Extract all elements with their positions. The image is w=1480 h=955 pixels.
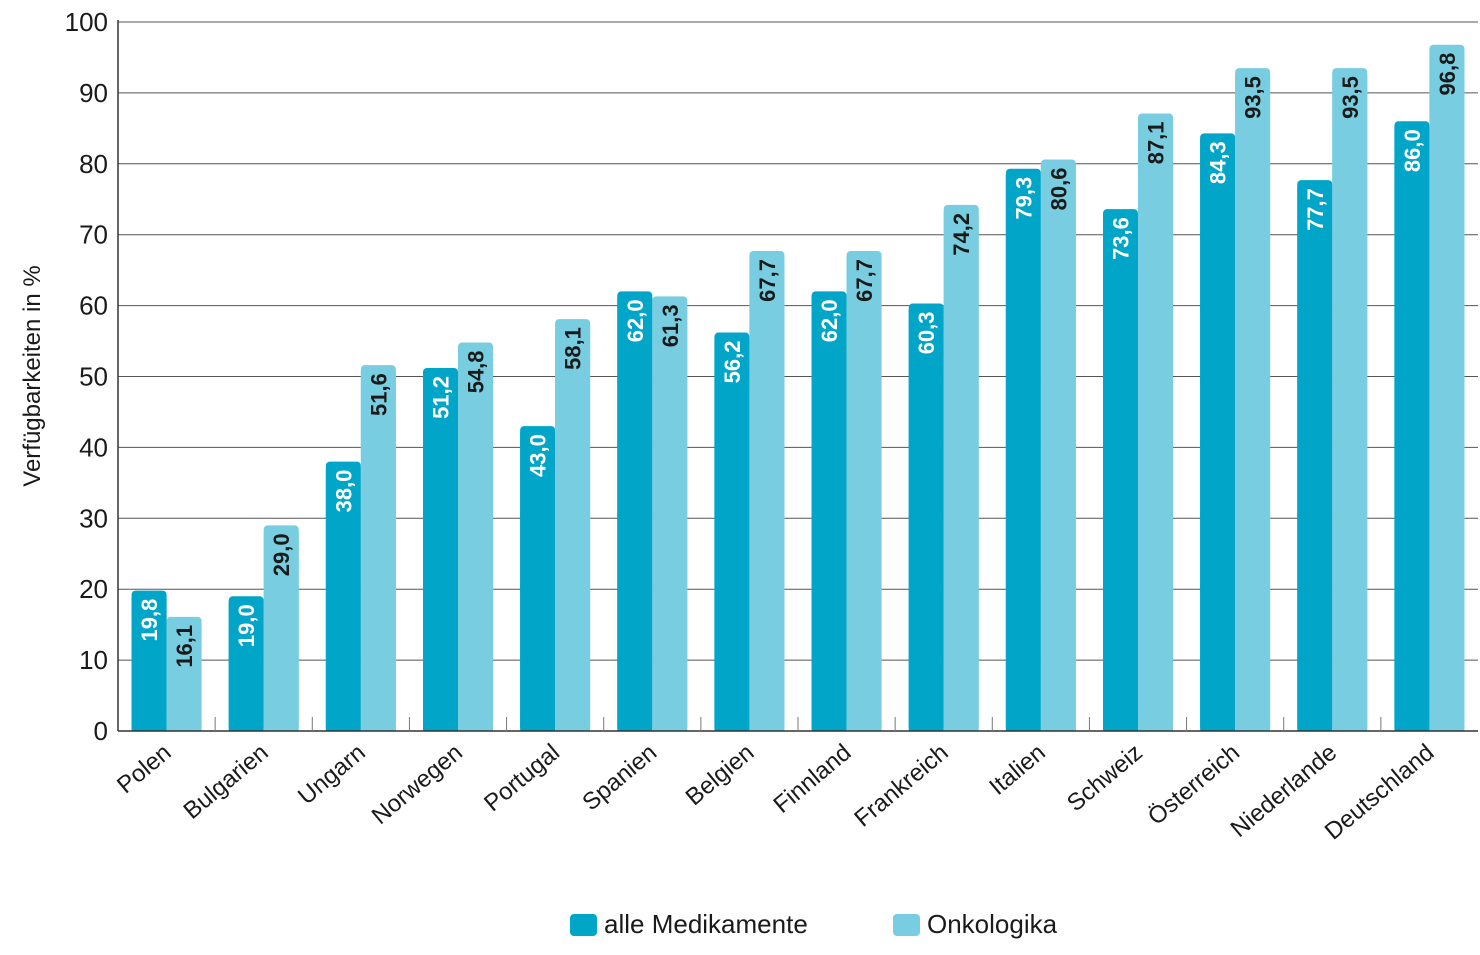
data-label: 38,0 [331,470,356,513]
data-label: 87,1 [1144,121,1169,164]
x-tick-label: Belgien [681,739,760,811]
legend-swatch [893,914,920,936]
data-label: 16,1 [172,625,197,668]
y-tick-label: 70 [79,220,108,250]
data-label: 62,0 [817,299,842,342]
legend-label: Onkologika [927,909,1058,939]
data-label: 96,8 [1435,53,1460,96]
bar-body [325,467,361,731]
bar-body [1200,139,1236,732]
x-tick-label: Schweiz [1062,739,1148,817]
data-label: 58,1 [561,327,586,370]
bar-body [263,531,299,731]
x-tick-label: Bulgarien [179,739,274,825]
bar-body [458,348,493,731]
x-tick-label: Ungarn [293,739,371,810]
y-tick-label: 30 [79,503,108,533]
data-label: 77,7 [1303,188,1328,231]
x-tick-label: Norwegen [367,739,468,830]
bar-body [423,373,458,731]
data-label: 43,0 [526,434,551,477]
legend-label: alle Medikamente [604,909,808,939]
y-axis-title: Verfügbarkeiten in % [19,265,46,486]
bar-body [1429,50,1465,732]
bar-body [1297,186,1333,731]
bar-body [617,297,653,731]
y-tick-label: 50 [79,362,108,392]
data-label: 60,3 [914,311,939,354]
data-label: 84,3 [1206,141,1231,184]
data-label: 73,6 [1109,217,1134,260]
y-tick-label: 80 [79,149,108,179]
data-label: 86,0 [1400,129,1425,172]
bar-body [1332,74,1368,731]
data-label: 79,3 [1011,177,1036,220]
x-tick-label: Polen [112,739,176,799]
x-tick-label: Österreich [1143,739,1245,831]
bar-body [1040,165,1076,731]
x-tick-label: Portugal [479,739,565,817]
y-tick-label: 60 [79,291,108,321]
data-label: 51,2 [429,376,454,419]
bar-body [1138,119,1173,731]
data-label: 19,0 [234,604,259,647]
y-tick-label: 40 [79,432,108,462]
bar-body [943,210,979,731]
data-label: 80,6 [1046,168,1071,211]
data-label: 74,2 [949,213,974,256]
x-tick-label: Frankreich [849,739,953,833]
bar-body [846,257,882,731]
data-label: 54,8 [464,350,489,393]
bar-body [1235,74,1271,731]
data-label: 93,5 [1241,76,1266,119]
y-tick-label: 0 [94,716,108,746]
y-tick-label: 20 [79,574,108,604]
y-tick-label: 90 [79,78,108,108]
bar-body [131,596,167,731]
bar-body [520,432,556,731]
bar-body [749,257,785,731]
data-label: 93,5 [1338,76,1363,119]
data-label: 67,7 [755,259,780,302]
bar-body [166,622,202,731]
bar-body [360,371,396,731]
data-label: 67,7 [852,259,877,302]
bar-body [1394,127,1430,731]
bar-body [228,602,264,731]
x-tick-label: Italien [984,739,1050,801]
data-label: 62,0 [623,299,648,342]
data-label: 61,3 [658,304,683,347]
bar-body [908,309,944,731]
bar-body [811,297,847,731]
y-tick-label: 10 [79,645,108,675]
bar-body [555,325,591,731]
y-tick-label: 100 [65,7,108,37]
bar-body [714,338,750,731]
bar-body [1005,174,1041,731]
data-label: 19,8 [137,599,162,642]
data-label: 29,0 [269,533,294,576]
x-tick-label: Spanien [577,739,662,816]
x-tick-label: Finnland [769,739,857,819]
data-label: 51,6 [366,373,391,416]
data-label: 56,2 [720,341,745,384]
bar-body [652,302,688,731]
bar-body [1103,215,1138,731]
legend-swatch [570,914,597,936]
